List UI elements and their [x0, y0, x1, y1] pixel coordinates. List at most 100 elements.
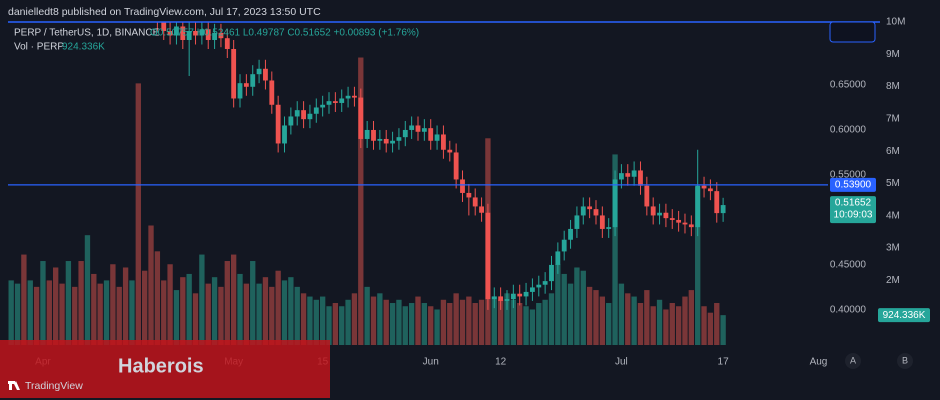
button-b[interactable] — [897, 353, 913, 369]
candle-body — [701, 185, 707, 189]
volume-bar — [675, 306, 682, 345]
volume-bar — [536, 303, 542, 345]
y-tick-label: 0.45000 — [830, 260, 867, 271]
volume-bar — [517, 303, 523, 345]
y-tick-label: 0.65000 — [830, 80, 867, 91]
candle-body — [688, 224, 694, 228]
volume-bar — [307, 296, 313, 345]
y2-tick-label: 7M — [886, 114, 900, 125]
volume-bar — [701, 306, 707, 345]
volume-bar — [370, 296, 377, 345]
candle-body — [561, 239, 567, 252]
volume-bar — [618, 283, 625, 345]
volume-bar — [269, 286, 275, 345]
volume-bar — [669, 303, 675, 345]
volume-bar — [612, 154, 618, 345]
candle-body — [167, 30, 173, 36]
candle-body — [180, 26, 186, 40]
candle-body — [587, 206, 593, 210]
volume-bar — [720, 315, 726, 345]
price-layer — [156, 22, 726, 310]
last-volume-label: 924.336K — [883, 310, 926, 321]
candle-body — [555, 251, 561, 265]
candle-body — [326, 101, 332, 105]
candle-body — [231, 48, 237, 99]
last-volume-box — [878, 308, 930, 323]
volume-bar — [574, 267, 580, 345]
candle-body — [682, 222, 688, 225]
volume-bar — [599, 296, 606, 345]
candle-body — [250, 74, 256, 87]
volume-bar — [561, 273, 567, 345]
volume-bar — [688, 290, 695, 345]
candle-body — [396, 137, 402, 141]
volume-bar — [40, 261, 46, 345]
y-tick-label: 0.40000 — [830, 305, 867, 316]
volume-bar — [364, 286, 370, 345]
volume-bar — [358, 57, 364, 345]
volume-bar — [389, 303, 396, 345]
price-line-label: 0.53900 — [835, 179, 872, 190]
volume-bar — [243, 283, 250, 345]
button-a-label[interactable]: A — [850, 355, 856, 365]
volume-bar — [631, 296, 637, 345]
volume-bar — [593, 290, 599, 345]
volume-bar — [396, 299, 402, 345]
volume-bar — [332, 303, 339, 345]
candle-body — [434, 134, 440, 141]
volume-bar — [275, 270, 281, 345]
volume-bar — [644, 290, 650, 345]
volume-bar — [21, 254, 27, 345]
candle-body — [676, 219, 682, 223]
candle-body — [371, 129, 376, 141]
candle-body — [301, 110, 306, 120]
candle-body — [294, 110, 300, 117]
volume-bar — [148, 225, 154, 345]
y2-tick-label: 9M — [886, 49, 900, 60]
volume-bar — [326, 306, 332, 345]
volume-bar — [211, 277, 218, 345]
button-b-label[interactable]: B — [902, 355, 908, 365]
y2-tick-label: 3M — [886, 243, 900, 254]
candle-body — [580, 206, 586, 216]
volume-bar — [555, 264, 561, 345]
volume-bar — [186, 273, 192, 345]
candle-body — [332, 101, 338, 103]
candle-body — [479, 206, 484, 213]
volume-bar — [510, 299, 517, 345]
x-tick-label: Aug — [810, 357, 828, 368]
candle-body — [441, 134, 446, 150]
candle-body — [205, 29, 211, 40]
volume-bar — [262, 277, 269, 345]
volume-bar — [529, 309, 536, 345]
volume-bar — [466, 296, 472, 345]
x-tick-label: Jun — [423, 357, 439, 368]
volume-bar — [250, 261, 256, 345]
volume-bar — [135, 83, 141, 345]
candle-body — [568, 228, 573, 240]
volume-bar — [319, 296, 326, 345]
button-a[interactable] — [845, 353, 861, 369]
candle-body — [161, 22, 167, 31]
candle-body — [383, 138, 389, 144]
volume-bar — [14, 283, 21, 345]
volume-bar — [567, 283, 574, 345]
volume-bar — [199, 254, 205, 345]
volume-bar — [682, 296, 688, 345]
volume-bar — [650, 306, 656, 345]
candle-body — [536, 284, 542, 288]
volume-bar — [523, 306, 529, 345]
candle-body — [320, 104, 326, 108]
logo: TradingView — [25, 380, 83, 392]
y-tick-label: 0.55000 — [830, 170, 867, 181]
volume-bar — [97, 283, 103, 345]
candle-body — [510, 293, 516, 300]
volume-legend-value: 924.336K — [62, 42, 105, 53]
volume-bar — [72, 286, 78, 345]
candle-body — [663, 212, 669, 219]
volume-bar — [548, 293, 555, 345]
volume-bar — [161, 280, 167, 345]
volume-bar — [714, 303, 720, 345]
candle-body — [364, 129, 370, 139]
volume-bar — [103, 280, 110, 345]
